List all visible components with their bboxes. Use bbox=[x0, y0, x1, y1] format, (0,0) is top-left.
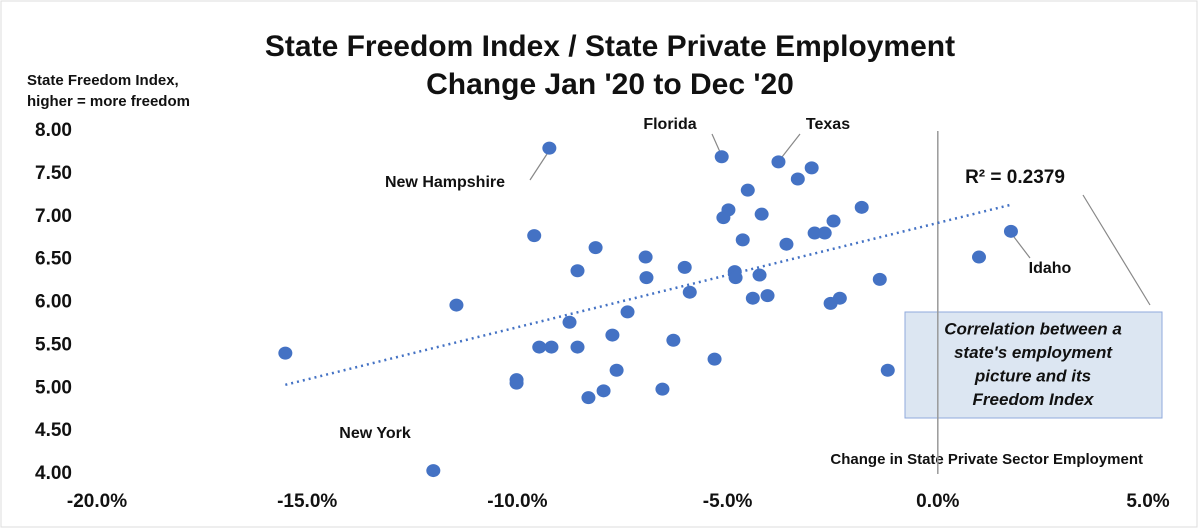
point bbox=[426, 464, 441, 478]
annotation: Idaho bbox=[1029, 260, 1072, 277]
point bbox=[752, 268, 767, 282]
annotation: New York bbox=[339, 425, 411, 442]
leader-line bbox=[529, 153, 548, 181]
x-tick-label: -10.0% bbox=[487, 491, 547, 512]
point bbox=[872, 272, 887, 286]
point bbox=[754, 207, 769, 221]
chart-title: Change Jan '20 to Dec '20 bbox=[426, 68, 794, 101]
x-tick-label: 0.0% bbox=[916, 491, 959, 512]
point bbox=[581, 391, 596, 405]
y-tick-label: 7.50 bbox=[35, 163, 72, 184]
point bbox=[817, 226, 832, 240]
y-tick-label: 4.50 bbox=[35, 420, 72, 441]
point bbox=[596, 384, 611, 398]
point bbox=[826, 214, 841, 228]
annotation: New Hampshire bbox=[385, 174, 505, 191]
note-box bbox=[904, 311, 1163, 419]
leader-line bbox=[1082, 194, 1151, 306]
x-tick-label: 5.0% bbox=[1126, 491, 1169, 512]
point bbox=[807, 226, 822, 240]
x-tick-label: -20.0% bbox=[67, 491, 127, 512]
point bbox=[509, 376, 524, 390]
y-tick-label: 5.00 bbox=[35, 377, 72, 398]
leader-line bbox=[781, 133, 801, 158]
y-axis-label: State Freedom Index, bbox=[27, 72, 179, 89]
x-axis-label: Change in State Private Sector Employmen… bbox=[830, 451, 1143, 468]
point bbox=[562, 315, 577, 329]
point bbox=[832, 291, 847, 305]
point bbox=[728, 271, 743, 285]
leader-lines bbox=[529, 133, 1151, 306]
point bbox=[639, 271, 654, 285]
leader-line bbox=[1013, 236, 1031, 259]
point bbox=[532, 340, 547, 354]
point bbox=[779, 237, 794, 251]
leader-line bbox=[711, 133, 721, 153]
point bbox=[771, 155, 786, 169]
point bbox=[527, 229, 542, 243]
x-tick-label: -5.0% bbox=[703, 491, 753, 512]
point bbox=[707, 352, 722, 366]
point bbox=[638, 250, 653, 264]
point bbox=[570, 264, 585, 278]
point bbox=[971, 250, 986, 264]
point bbox=[620, 305, 635, 319]
point bbox=[745, 291, 760, 305]
point bbox=[570, 340, 585, 354]
point bbox=[677, 260, 692, 274]
annotation: Florida bbox=[643, 116, 696, 133]
point bbox=[542, 141, 557, 155]
point bbox=[666, 333, 681, 347]
y-tick-label: 6.50 bbox=[35, 249, 72, 270]
y-tick-label: 6.00 bbox=[35, 292, 72, 313]
x-tick-label: -15.0% bbox=[277, 491, 337, 512]
y-tick-label: 7.00 bbox=[35, 206, 72, 227]
y-axis-label: higher = more freedom bbox=[27, 93, 190, 110]
point bbox=[721, 203, 736, 217]
point bbox=[854, 200, 869, 214]
point bbox=[790, 172, 805, 186]
point bbox=[1003, 224, 1018, 238]
annotation: Texas bbox=[806, 116, 850, 133]
annotation: R² = 0.2379 bbox=[965, 167, 1065, 188]
point bbox=[714, 150, 729, 164]
chart-title: State Freedom Index / State Private Empl… bbox=[265, 30, 955, 63]
y-tick-label: 5.50 bbox=[35, 334, 72, 355]
point bbox=[735, 233, 750, 247]
note-text: picture and its bbox=[974, 366, 1091, 385]
y-tick-label: 4.00 bbox=[35, 463, 72, 484]
note-text: Correlation between a bbox=[944, 319, 1122, 338]
point bbox=[609, 363, 624, 377]
note-text: state's employment bbox=[954, 343, 1113, 362]
point bbox=[760, 289, 775, 303]
point bbox=[804, 161, 819, 175]
point bbox=[449, 298, 464, 312]
point bbox=[880, 363, 895, 377]
trendline bbox=[285, 203, 1012, 387]
point bbox=[605, 328, 620, 342]
point bbox=[278, 346, 293, 360]
y-tick-label: 8.00 bbox=[35, 120, 72, 141]
point bbox=[740, 183, 755, 197]
note-text: Freedom Index bbox=[973, 390, 1095, 409]
point bbox=[544, 340, 559, 354]
point bbox=[655, 382, 670, 396]
point bbox=[588, 241, 603, 255]
point bbox=[682, 285, 697, 299]
